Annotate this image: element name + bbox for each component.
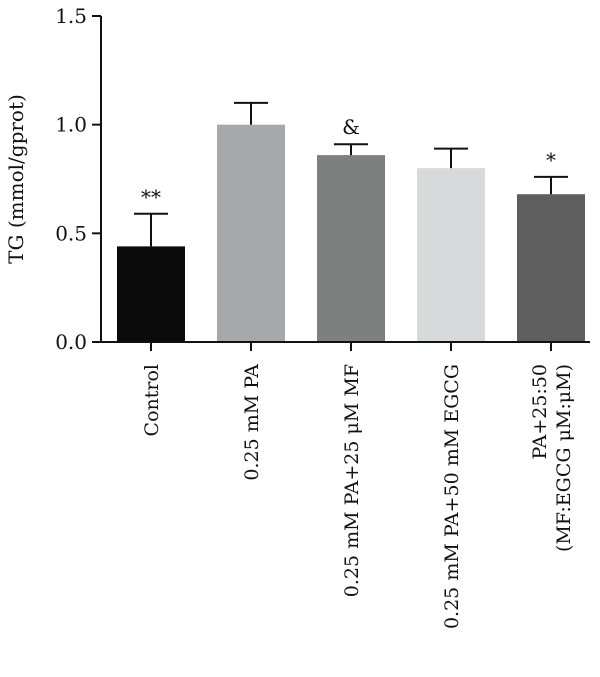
bars: ** & * xyxy=(117,101,585,343)
significance-label: * xyxy=(546,148,556,172)
bar xyxy=(217,124,285,343)
y-tick-label: 1.5 xyxy=(55,4,87,28)
x-tick-label: 0.25 mM PA+50 mM EGCG xyxy=(441,364,463,629)
x-tick-label: PA+25:50 xyxy=(529,364,551,459)
bar xyxy=(117,246,185,342)
bar xyxy=(317,155,385,342)
x-tick-label: 0.25 mM PA+25 μM MF xyxy=(341,364,363,597)
y-tick-label: 1.0 xyxy=(55,113,87,137)
x-tick-label: Control xyxy=(141,364,163,436)
x-tick-label: 0.25 mM PA xyxy=(241,364,263,481)
x-tick-label: (MF:EGCG μM:μM) xyxy=(553,364,575,552)
y-axis: 0.0 0.5 1.0 1.5 xyxy=(55,4,102,354)
significance-label: ** xyxy=(141,185,161,209)
y-tick-label: 0.0 xyxy=(55,330,87,354)
y-tick-label: 0.5 xyxy=(55,221,87,245)
bar xyxy=(517,194,585,342)
y-axis-title: TG (mmol/gprot) xyxy=(4,94,28,264)
significance-label: & xyxy=(342,115,360,139)
bar xyxy=(417,168,485,342)
x-axis: Control 0.25 mM PA 0.25 mM PA+25 μM MF 0.25… xyxy=(100,341,590,629)
